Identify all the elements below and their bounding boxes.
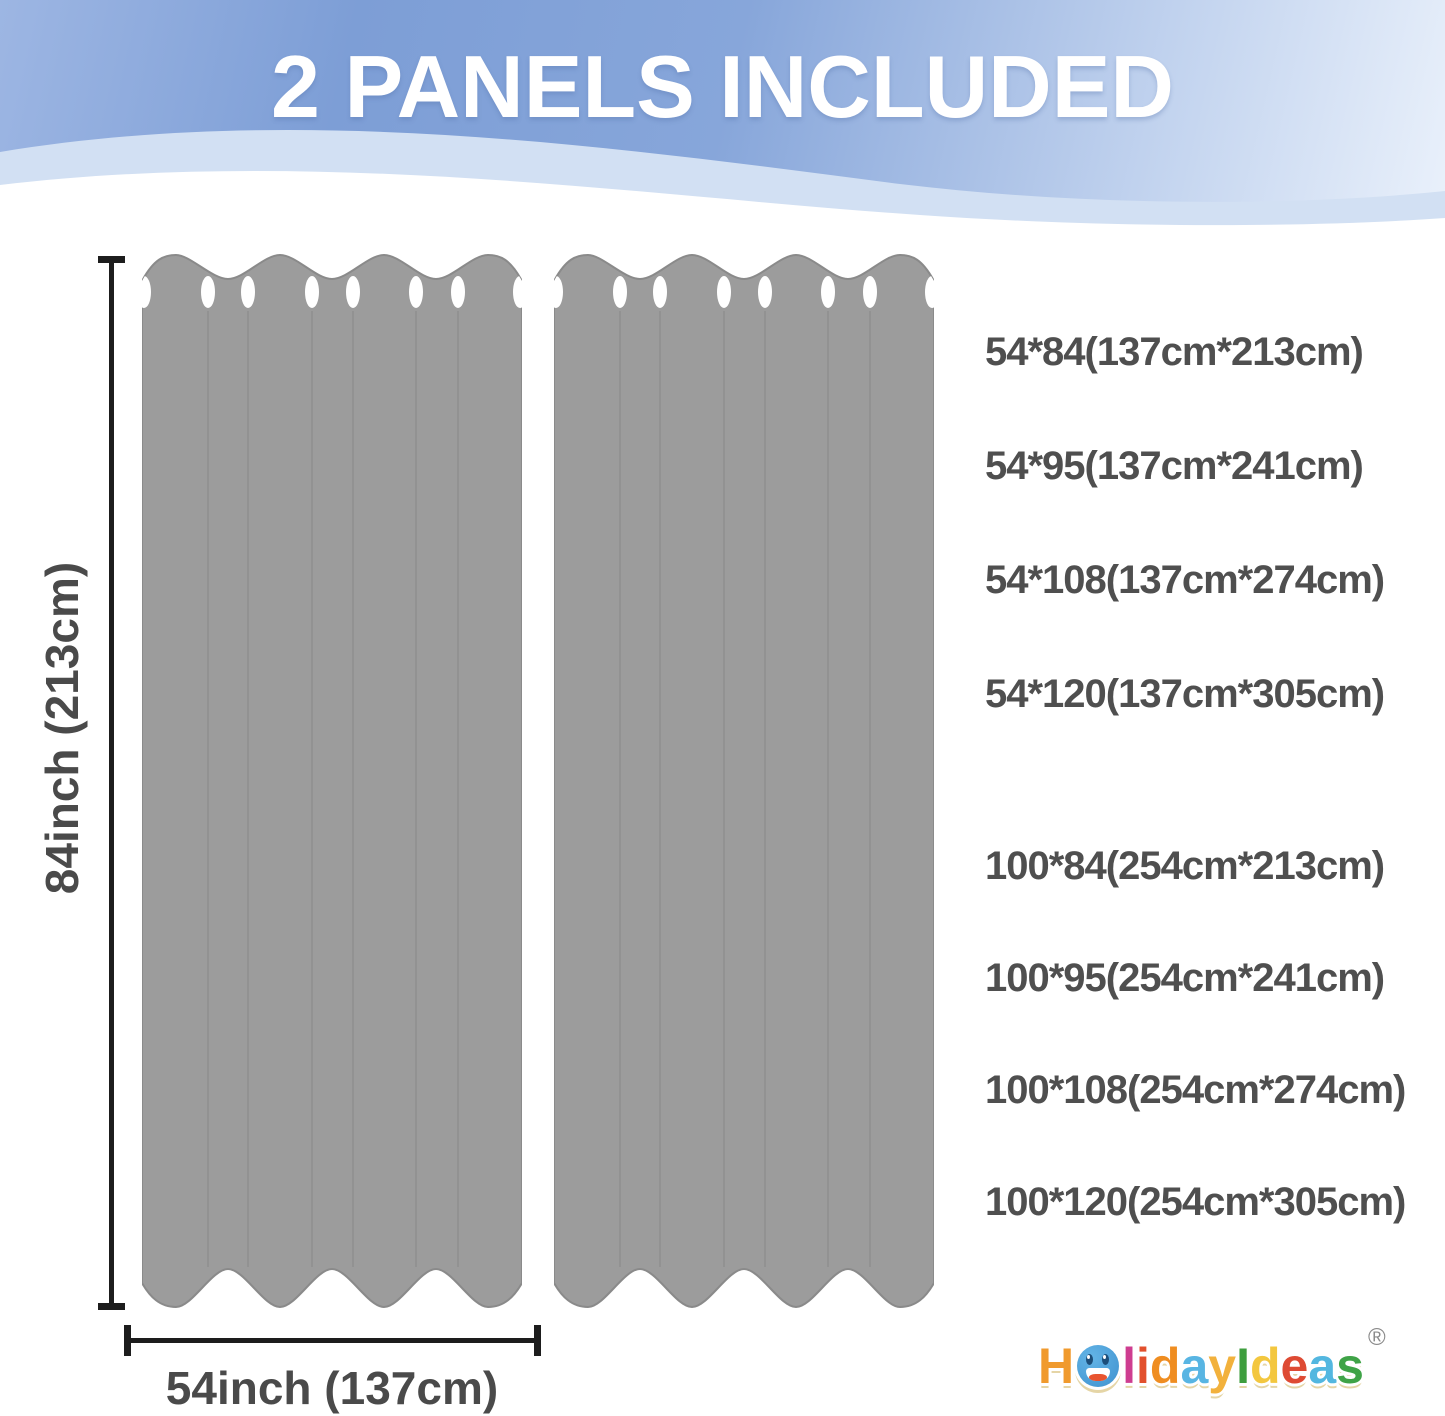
logo-letter: s — [1336, 1338, 1364, 1394]
fold-lines — [207, 311, 459, 1267]
grommet — [201, 276, 215, 308]
banner-title: 2 PANELS INCLUDED — [271, 37, 1174, 136]
size-option: 100*84(254cm*213cm) — [985, 844, 1385, 888]
logo-letter: l — [1122, 1338, 1137, 1394]
height-dimension-label: 84inch (213cm) — [36, 561, 88, 895]
width-dimension-label: 54inch (137cm) — [165, 1362, 499, 1414]
logo-letter: H — [1038, 1338, 1075, 1394]
height-dimension-line — [109, 260, 114, 1306]
grommet — [758, 276, 772, 308]
grommet — [554, 276, 563, 308]
size-option: 54*95(137cm*241cm) — [985, 444, 1364, 488]
banner-wave-decoration — [0, 130, 1445, 235]
size-option: 100*108(254cm*274cm) — [985, 1068, 1406, 1112]
curtain-panel-left — [142, 253, 522, 1309]
height-dimension-cap-bottom — [98, 1303, 125, 1310]
logo-letter: e — [1280, 1338, 1309, 1394]
logo-letter: a — [1180, 1338, 1209, 1394]
grommet-row — [554, 276, 934, 308]
height-dimension-cap-top — [98, 256, 125, 263]
grommet — [451, 276, 465, 308]
size-list-100in: 100*84(254cm*213cm) 100*95(254cm*241cm) … — [985, 844, 1406, 1292]
grommet-row — [142, 276, 522, 308]
grommet — [409, 276, 423, 308]
width-dimension-line — [127, 1338, 539, 1343]
smiley-face-icon — [1077, 1345, 1120, 1387]
grommet — [653, 276, 667, 308]
size-option: 54*108(137cm*274cm) — [985, 558, 1385, 602]
size-option: 100*120(254cm*305cm) — [985, 1180, 1406, 1224]
curtain-fabric — [142, 253, 522, 1309]
grommet — [613, 276, 627, 308]
grommet — [241, 276, 255, 308]
logo-letter: d — [1250, 1338, 1281, 1394]
grommet — [821, 276, 835, 308]
grommet — [513, 276, 522, 308]
grommet — [305, 276, 319, 308]
size-option: 54*120(137cm*305cm) — [985, 672, 1385, 716]
logo-letter: d — [1149, 1338, 1181, 1394]
grommet — [142, 276, 151, 308]
grommet — [717, 276, 731, 308]
face-eye — [1086, 1354, 1094, 1365]
logo-letter: i — [1136, 1338, 1150, 1394]
curtain-fabric — [554, 253, 934, 1309]
logo-letter: a — [1308, 1338, 1337, 1394]
banner: 2 PANELS INCLUDED — [0, 0, 1445, 235]
registered-trademark: ® — [1367, 1324, 1386, 1351]
fold-lines — [619, 311, 871, 1267]
grommet — [346, 276, 360, 308]
size-option: 100*95(254cm*241cm) — [985, 956, 1385, 1000]
curtain-panel-right — [554, 253, 934, 1309]
width-dimension-cap-left — [124, 1325, 131, 1356]
face-eye — [1102, 1354, 1110, 1365]
width-dimension-cap-right — [534, 1325, 541, 1356]
size-option: 54*84(137cm*213cm) — [985, 330, 1364, 374]
logo-letter: y — [1208, 1338, 1237, 1394]
face-mouth — [1086, 1368, 1111, 1381]
size-list-54in: 54*84(137cm*213cm) 54*95(137cm*241cm) 54… — [985, 330, 1385, 786]
face-tongue — [1089, 1374, 1108, 1381]
logo-letter: I — [1236, 1338, 1250, 1394]
grommet — [863, 276, 877, 308]
grommet — [925, 276, 934, 308]
